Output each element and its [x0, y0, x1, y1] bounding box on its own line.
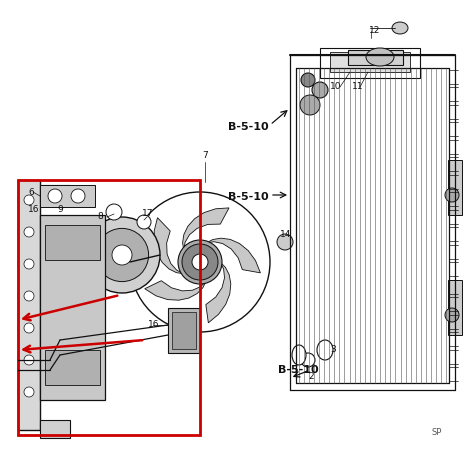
Text: 10: 10 — [330, 82, 342, 91]
Polygon shape — [145, 281, 206, 300]
Ellipse shape — [24, 291, 34, 301]
Ellipse shape — [301, 353, 315, 367]
Text: 6: 6 — [28, 188, 34, 197]
Text: 11: 11 — [352, 82, 363, 91]
Ellipse shape — [182, 244, 218, 280]
Text: 16: 16 — [148, 320, 159, 329]
Text: B-5-10: B-5-10 — [278, 365, 319, 375]
Bar — [348, 50, 403, 65]
Bar — [168, 308, 200, 353]
Text: 3: 3 — [330, 345, 336, 354]
Ellipse shape — [277, 234, 293, 250]
Bar — [448, 160, 462, 215]
Polygon shape — [154, 218, 184, 274]
Bar — [62, 240, 84, 270]
Ellipse shape — [312, 82, 328, 98]
Text: B-5-10: B-5-10 — [228, 122, 269, 132]
Text: SP: SP — [432, 428, 442, 437]
Text: 14: 14 — [280, 230, 291, 239]
Bar — [45, 350, 100, 385]
Ellipse shape — [24, 355, 34, 365]
Ellipse shape — [95, 228, 149, 282]
Bar — [330, 52, 410, 72]
Ellipse shape — [301, 73, 315, 87]
Ellipse shape — [192, 254, 208, 270]
Bar — [18, 180, 200, 435]
Ellipse shape — [445, 188, 459, 202]
Bar — [45, 225, 100, 260]
Text: 17: 17 — [142, 209, 154, 218]
Text: 12: 12 — [369, 26, 381, 35]
Ellipse shape — [366, 48, 394, 66]
Text: 2: 2 — [308, 372, 313, 381]
Ellipse shape — [48, 189, 62, 203]
Ellipse shape — [292, 345, 306, 365]
Ellipse shape — [112, 245, 132, 265]
Text: B-5-10: B-5-10 — [228, 192, 269, 202]
Bar — [320, 48, 420, 78]
Bar — [18, 180, 40, 430]
Text: 7: 7 — [202, 151, 208, 160]
Text: 8: 8 — [97, 212, 103, 221]
Polygon shape — [182, 208, 229, 250]
Polygon shape — [206, 238, 260, 273]
Bar — [40, 215, 105, 400]
Bar — [40, 185, 95, 207]
Text: 9: 9 — [57, 205, 63, 214]
Ellipse shape — [137, 215, 151, 229]
Ellipse shape — [178, 240, 222, 284]
Ellipse shape — [300, 95, 320, 115]
Ellipse shape — [24, 387, 34, 397]
Bar — [40, 185, 70, 203]
Ellipse shape — [317, 340, 333, 360]
Ellipse shape — [71, 189, 85, 203]
Ellipse shape — [24, 259, 34, 269]
Ellipse shape — [24, 195, 34, 205]
Text: 16: 16 — [28, 205, 39, 214]
Bar — [172, 312, 196, 349]
Ellipse shape — [24, 227, 34, 237]
Ellipse shape — [445, 308, 459, 322]
Polygon shape — [206, 262, 231, 323]
Bar — [448, 280, 462, 335]
Ellipse shape — [392, 22, 408, 34]
Bar — [40, 420, 70, 438]
Ellipse shape — [84, 217, 160, 293]
Ellipse shape — [24, 323, 34, 333]
Ellipse shape — [106, 204, 122, 220]
Ellipse shape — [130, 192, 270, 332]
